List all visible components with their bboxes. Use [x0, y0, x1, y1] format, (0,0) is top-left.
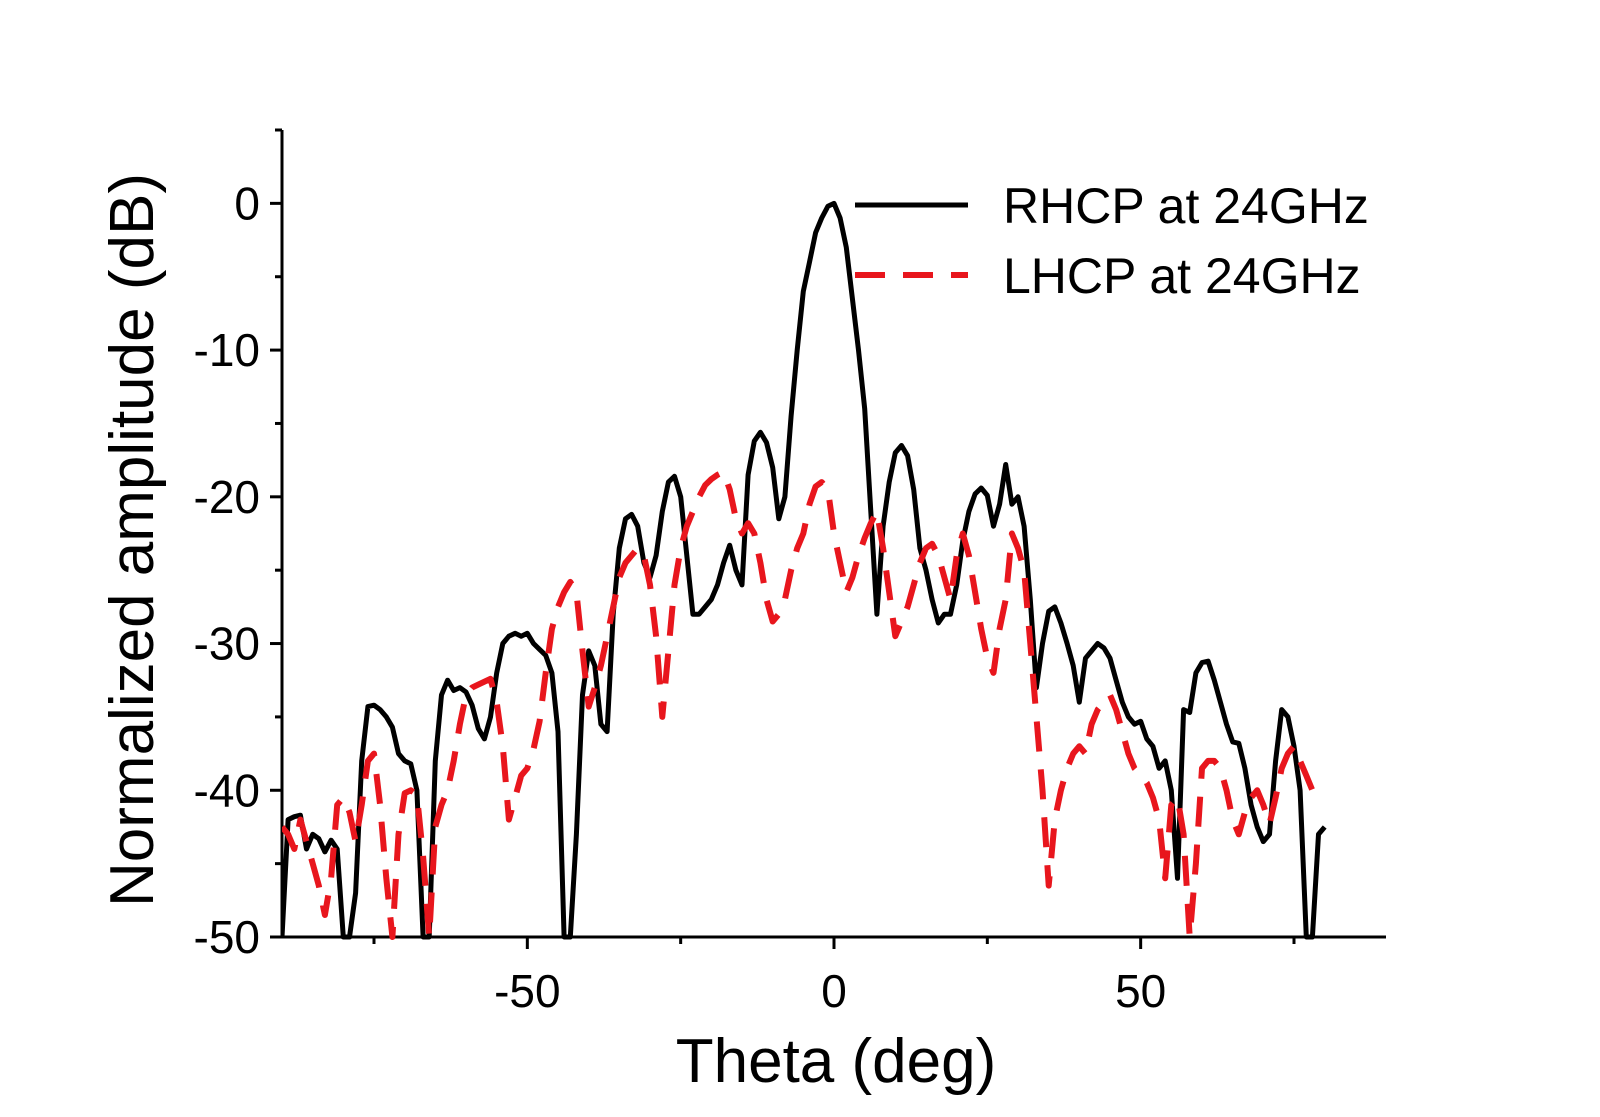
y-axis-title: Normalized amplitude (dB): [98, 173, 167, 907]
y-tick-label: 0: [234, 177, 260, 229]
x-tick-label: 0: [821, 965, 847, 1017]
series-line-1: [282, 200, 1327, 940]
y-tick-label: -40: [194, 764, 260, 816]
y-tick-label: -30: [194, 618, 260, 670]
y-axis: 0 -10 -20 -30 -40 -50: [194, 128, 284, 963]
series-line-2: [282, 468, 1327, 940]
x-tick-label: -50: [494, 965, 560, 1017]
y-tick-label: -50: [194, 911, 260, 963]
y-tick-label: -10: [194, 324, 260, 376]
x-tick-label: 50: [1115, 965, 1166, 1017]
plot-area: [282, 200, 1327, 940]
legend: RHCP at 24GHz LHCP at 24GHz: [855, 178, 1369, 304]
x-axis: -50 0 50: [282, 935, 1386, 1017]
x-axis-title: Theta (deg): [676, 1027, 997, 1096]
legend-label-1: RHCP at 24GHz: [1003, 178, 1369, 234]
legend-label-2: LHCP at 24GHz: [1003, 248, 1361, 304]
y-tick-label: -20: [194, 471, 260, 523]
